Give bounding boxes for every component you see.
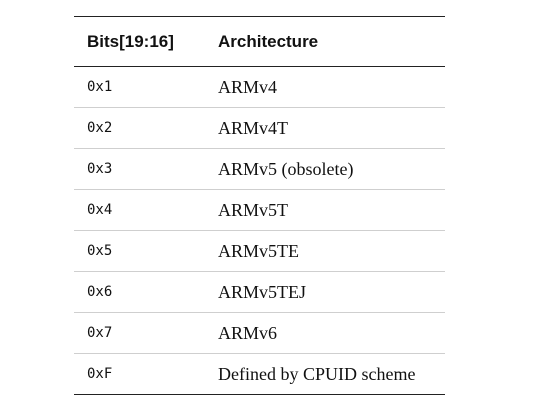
cell-bits: 0x1 — [74, 66, 205, 108]
architecture-table-container: Bits[19:16] Architecture 0x1 ARMv4 0x2 A… — [74, 16, 445, 395]
header-architecture: Architecture — [205, 16, 445, 67]
cell-bits: 0x3 — [74, 148, 205, 190]
table-row: 0x5 ARMv5TE — [74, 230, 445, 272]
table-row: 0x4 ARMv5T — [74, 189, 445, 231]
cell-bits: 0x7 — [74, 312, 205, 354]
table-row: 0x6 ARMv5TEJ — [74, 271, 445, 313]
table-row: 0x2 ARMv4T — [74, 107, 445, 149]
cell-architecture: ARMv5TE — [205, 230, 445, 272]
cell-architecture: ARMv6 — [205, 312, 445, 354]
table-row: 0x7 ARMv6 — [74, 312, 445, 354]
cell-bits: 0x4 — [74, 189, 205, 231]
architecture-table: Bits[19:16] Architecture 0x1 ARMv4 0x2 A… — [74, 16, 445, 395]
cell-architecture: ARMv5 (obsolete) — [205, 148, 445, 190]
table-header: Bits[19:16] Architecture — [74, 16, 445, 67]
cell-architecture: ARMv4 — [205, 66, 445, 108]
table-row: 0xF Defined by CPUID scheme — [74, 354, 445, 395]
cell-bits: 0x5 — [74, 230, 205, 272]
cell-bits: 0x2 — [74, 107, 205, 149]
cell-architecture: ARMv5TEJ — [205, 271, 445, 313]
table-row: 0x3 ARMv5 (obsolete) — [74, 148, 445, 190]
cell-bits: 0x6 — [74, 271, 205, 313]
cell-architecture: ARMv5T — [205, 189, 445, 231]
cell-architecture: Defined by CPUID scheme — [218, 363, 416, 384]
table-body: 0x1 ARMv4 0x2 ARMv4T 0x3 ARMv5 (obsolete… — [74, 66, 445, 395]
header-row: Bits[19:16] Architecture — [74, 16, 445, 67]
cell-bits: 0xF — [87, 366, 113, 382]
table-row: 0x1 ARMv4 — [74, 66, 445, 108]
header-bits: Bits[19:16] — [74, 16, 205, 67]
cell-architecture: ARMv4T — [205, 107, 445, 149]
